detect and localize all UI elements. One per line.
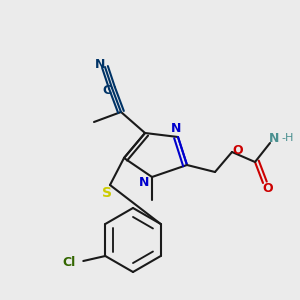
Text: S: S <box>102 186 112 200</box>
Text: N: N <box>171 122 181 136</box>
Text: O: O <box>233 143 243 157</box>
Text: -H: -H <box>282 133 294 143</box>
Text: N: N <box>139 176 149 188</box>
Text: N: N <box>269 131 279 145</box>
Text: N: N <box>95 58 105 71</box>
Text: Cl: Cl <box>63 256 76 269</box>
Text: C: C <box>102 83 112 97</box>
Text: O: O <box>263 182 273 194</box>
